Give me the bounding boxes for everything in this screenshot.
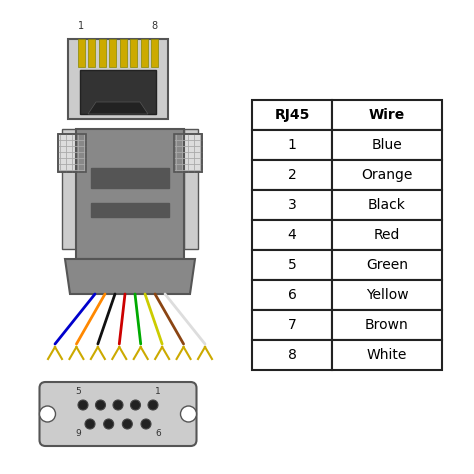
Bar — [99, 39, 106, 67]
Bar — [151, 39, 158, 67]
Bar — [332, 250, 442, 280]
Bar — [332, 310, 442, 340]
Bar — [130, 39, 137, 67]
Text: 1: 1 — [78, 21, 84, 31]
Bar — [332, 340, 442, 370]
Bar — [109, 39, 116, 67]
Bar — [68, 39, 168, 119]
Text: Orange: Orange — [361, 168, 413, 182]
Bar — [252, 190, 332, 220]
Text: Black: Black — [368, 198, 406, 212]
Bar — [174, 134, 202, 172]
Text: Yellow: Yellow — [365, 288, 408, 302]
Text: Blue: Blue — [372, 138, 402, 152]
Text: 8: 8 — [152, 21, 158, 31]
Bar — [252, 340, 332, 370]
Text: 1: 1 — [155, 388, 161, 396]
Circle shape — [104, 419, 114, 429]
Bar — [332, 160, 442, 190]
Bar — [62, 129, 76, 249]
Bar — [76, 129, 184, 259]
Bar — [252, 280, 332, 310]
Text: Wire: Wire — [369, 108, 405, 122]
Bar — [252, 130, 332, 160]
Bar — [120, 39, 127, 67]
Circle shape — [78, 400, 88, 410]
Bar — [332, 220, 442, 250]
FancyBboxPatch shape — [39, 382, 197, 446]
Circle shape — [141, 419, 151, 429]
Text: 4: 4 — [288, 228, 296, 242]
Circle shape — [39, 406, 55, 422]
Text: 9: 9 — [75, 429, 81, 438]
Text: Green: Green — [366, 258, 408, 272]
Bar — [252, 250, 332, 280]
Polygon shape — [88, 102, 148, 114]
Circle shape — [113, 400, 123, 410]
Text: 8: 8 — [288, 348, 296, 362]
Text: Red: Red — [374, 228, 400, 242]
Bar — [332, 280, 442, 310]
Circle shape — [122, 419, 132, 429]
Bar — [252, 310, 332, 340]
Text: 6: 6 — [288, 288, 296, 302]
Text: 5: 5 — [75, 388, 81, 396]
Bar — [78, 39, 85, 67]
Bar — [184, 129, 198, 249]
Bar — [88, 39, 95, 67]
Bar — [332, 190, 442, 220]
Circle shape — [181, 406, 197, 422]
Circle shape — [130, 400, 140, 410]
Text: 5: 5 — [288, 258, 296, 272]
Bar — [58, 134, 86, 172]
Bar — [174, 134, 202, 172]
Bar — [91, 203, 169, 218]
Bar — [252, 100, 332, 130]
Circle shape — [85, 419, 95, 429]
Bar — [332, 100, 442, 130]
Text: 1: 1 — [288, 138, 296, 152]
Bar — [58, 134, 86, 172]
Text: 3: 3 — [288, 198, 296, 212]
Polygon shape — [65, 259, 195, 294]
Text: RJ45: RJ45 — [274, 108, 310, 122]
Bar — [252, 160, 332, 190]
Bar — [80, 70, 156, 114]
Circle shape — [148, 400, 158, 410]
Text: White: White — [367, 348, 407, 362]
Bar — [91, 167, 169, 188]
Text: 2: 2 — [288, 168, 296, 182]
Circle shape — [95, 400, 106, 410]
Text: 7: 7 — [288, 318, 296, 332]
Bar — [252, 220, 332, 250]
Text: 6: 6 — [155, 429, 161, 438]
Text: Brown: Brown — [365, 318, 409, 332]
Bar — [332, 130, 442, 160]
Bar — [141, 39, 148, 67]
